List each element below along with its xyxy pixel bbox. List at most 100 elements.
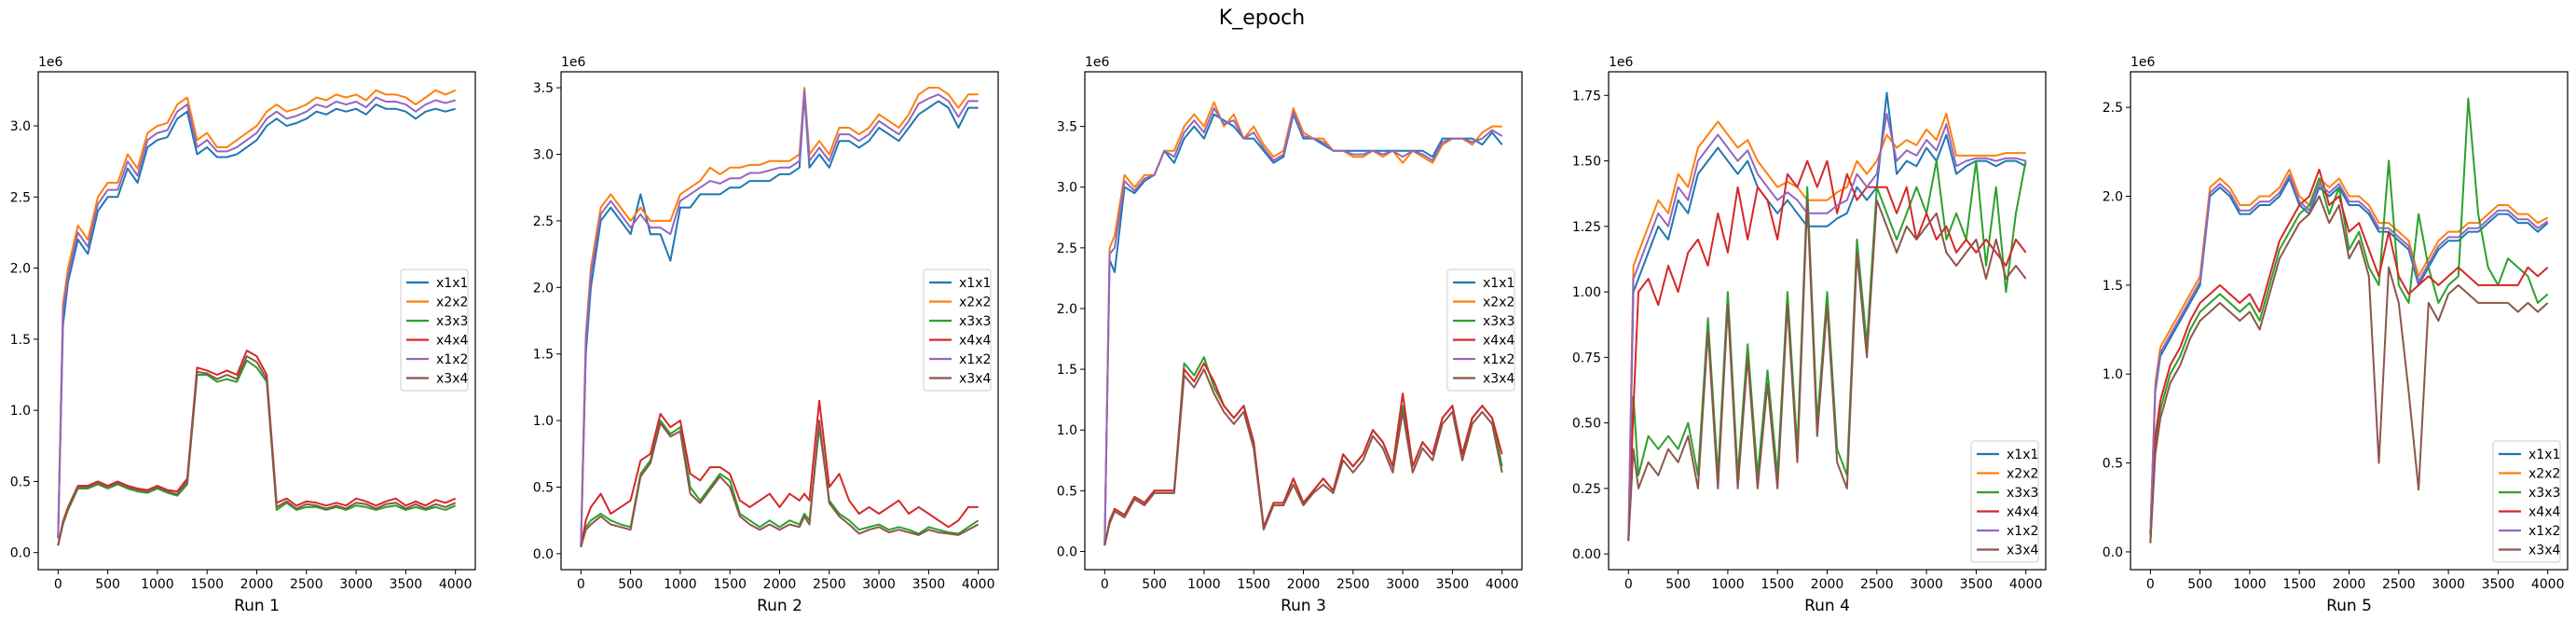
x-tick-label: 1500 bbox=[190, 577, 224, 592]
y-tick-label: 3.0 bbox=[10, 119, 31, 134]
series-lines bbox=[580, 87, 980, 547]
legend-box bbox=[1446, 269, 1515, 392]
y-tick-label: 0.5 bbox=[2103, 457, 2123, 472]
y-offset-text: 1e6 bbox=[1085, 55, 1110, 70]
legend-label-x4x4: x4x4 bbox=[1483, 334, 1514, 349]
series-line-x1x1 bbox=[57, 103, 456, 539]
subplot-run-2: 0 500 1000 1500 2000 2500 3000 3500 4000 0.0 0.5 1.… bbox=[533, 55, 999, 615]
series-line-x3x3 bbox=[1627, 159, 2027, 542]
x-tick-label: 3500 bbox=[390, 577, 423, 592]
y-tick-label: 0.0 bbox=[1057, 544, 1077, 559]
series-line-x4x4 bbox=[1103, 362, 1503, 546]
series-lines bbox=[1627, 91, 2027, 542]
legend-label-x3x3: x3x3 bbox=[2007, 486, 2038, 501]
y-offset-text: 1e6 bbox=[561, 55, 586, 70]
y-offset-text: 1e6 bbox=[1609, 55, 1634, 70]
legend-box bbox=[923, 269, 992, 392]
legend-label-x1x2: x1x2 bbox=[959, 352, 991, 367]
x-tick-label: 3000 bbox=[1386, 577, 1419, 592]
x-tick-label: 4000 bbox=[439, 577, 473, 592]
subplot-run-4: 0 500 1000 1500 2000 2500 3000 3500 4000 0.00 0.25… bbox=[1572, 55, 2047, 615]
series-line-x3x3 bbox=[2149, 97, 2549, 544]
legend-label-x1x2: x1x2 bbox=[436, 352, 468, 367]
legend: x1x1 x2x2 x3x3 x4x4 x1x2 x3x4 bbox=[1446, 269, 1515, 392]
series-line-x3x3 bbox=[580, 420, 980, 547]
legend-box bbox=[400, 269, 469, 392]
x-tick-label: 3500 bbox=[2482, 577, 2515, 592]
subplot-run-5: 0 500 1000 1500 2000 2500 3000 3500 4000 0.0 0.5 1.… bbox=[2103, 55, 2569, 615]
legend-label-x1x1: x1x1 bbox=[436, 276, 468, 291]
series-line-x4x4 bbox=[1627, 159, 2027, 542]
legend-label-x3x3: x3x3 bbox=[959, 314, 991, 329]
series-line-x4x4 bbox=[57, 350, 457, 546]
y-tick-label: 0.00 bbox=[1572, 547, 1601, 562]
x-tick-label: 1000 bbox=[2233, 577, 2267, 592]
x-tick-label: 2500 bbox=[1336, 577, 1370, 592]
series-line-x3x4 bbox=[1627, 199, 2027, 542]
legend-label-x1x1: x1x1 bbox=[2528, 448, 2560, 462]
x-tick-label: 500 bbox=[618, 577, 643, 592]
y-tick-label: 2.0 bbox=[533, 281, 554, 296]
legend-label-x1x1: x1x1 bbox=[1483, 276, 1514, 291]
legend: x1x1 x2x2 x3x3 x4x4 x1x2 x3x4 bbox=[2492, 440, 2561, 563]
x-tick-label: 1500 bbox=[1237, 577, 1270, 592]
series-lines bbox=[1103, 101, 1503, 546]
series-line-x1x1 bbox=[1627, 91, 2027, 542]
x-tick-label: 0 bbox=[577, 577, 585, 592]
y-offset-text: 1e6 bbox=[38, 55, 63, 70]
series-line-x3x3 bbox=[57, 359, 457, 546]
legend-label-x3x4: x3x4 bbox=[959, 372, 991, 387]
x-tick-label: 0 bbox=[1101, 577, 1109, 592]
legend-box bbox=[1970, 440, 2039, 563]
legend-label-x1x1: x1x1 bbox=[2007, 448, 2038, 462]
y-tick-label: 1.5 bbox=[10, 333, 31, 348]
series-line-x1x2 bbox=[580, 90, 979, 547]
y-tick-label: 1.0 bbox=[1057, 423, 1077, 438]
y-tick-label: 0.0 bbox=[533, 547, 554, 562]
x-axis-label: Run 1 bbox=[234, 597, 280, 615]
y-tick-label: 0.0 bbox=[10, 546, 31, 561]
x-axis-label: Run 5 bbox=[2326, 597, 2372, 615]
legend-label-x3x3: x3x3 bbox=[1483, 314, 1514, 329]
y-tick-label: 1.5 bbox=[533, 348, 554, 363]
x-tick-label: 3000 bbox=[1910, 577, 1943, 592]
y-tick-label: 1.50 bbox=[1572, 155, 1601, 170]
y-tick-label: 0.75 bbox=[1572, 351, 1601, 365]
x-tick-label: 4000 bbox=[2531, 577, 2565, 592]
subplot-run-1: 0 500 1000 1500 2000 2500 3000 3500 4000 0.0 0.5 1.… bbox=[10, 55, 476, 615]
series-lines bbox=[2149, 97, 2549, 544]
series-lines bbox=[57, 89, 457, 546]
x-tick-label: 1500 bbox=[2282, 577, 2316, 592]
x-tick-label: 4000 bbox=[1486, 577, 1519, 592]
series-line-x1x2 bbox=[2149, 173, 2549, 534]
legend-label-x2x2: x2x2 bbox=[2007, 467, 2038, 482]
x-tick-label: 4000 bbox=[2009, 577, 2043, 592]
x-tick-label: 0 bbox=[1624, 577, 1633, 592]
y-tick-label: 2.0 bbox=[10, 262, 31, 277]
legend-label-x3x3: x3x3 bbox=[2528, 486, 2560, 501]
x-tick-label: 500 bbox=[95, 577, 120, 592]
series-line-x1x2 bbox=[57, 96, 456, 539]
y-tick-label: 1.0 bbox=[10, 404, 31, 419]
y-tick-label: 0.25 bbox=[1572, 482, 1601, 497]
x-tick-label: 3000 bbox=[862, 577, 896, 592]
y-tick-label: 0.0 bbox=[2103, 545, 2123, 560]
x-tick-label: 2000 bbox=[240, 577, 274, 592]
legend-label-x4x4: x4x4 bbox=[2007, 505, 2038, 520]
series-line-x1x2 bbox=[1103, 107, 1503, 546]
legend-label-x1x2: x1x2 bbox=[2007, 524, 2038, 539]
y-tick-label: 3.5 bbox=[533, 81, 554, 96]
x-tick-label: 3000 bbox=[339, 577, 373, 592]
y-tick-label: 2.5 bbox=[2103, 101, 2123, 116]
x-tick-label: 3500 bbox=[1436, 577, 1470, 592]
y-tick-label: 1.25 bbox=[1572, 220, 1601, 235]
subplots: 0 500 1000 1500 2000 2500 3000 3500 4000 0.0 0.5 1.… bbox=[10, 55, 2569, 615]
y-tick-label: 0.5 bbox=[10, 475, 31, 489]
series-line-x4x4 bbox=[580, 399, 979, 547]
y-tick-label: 1.00 bbox=[1572, 285, 1601, 300]
x-tick-label: 500 bbox=[1665, 577, 1691, 592]
x-tick-label: 2000 bbox=[763, 577, 797, 592]
x-tick-label: 3000 bbox=[2432, 577, 2465, 592]
series-line-x3x4 bbox=[57, 355, 457, 546]
series-line-x1x1 bbox=[580, 93, 979, 547]
